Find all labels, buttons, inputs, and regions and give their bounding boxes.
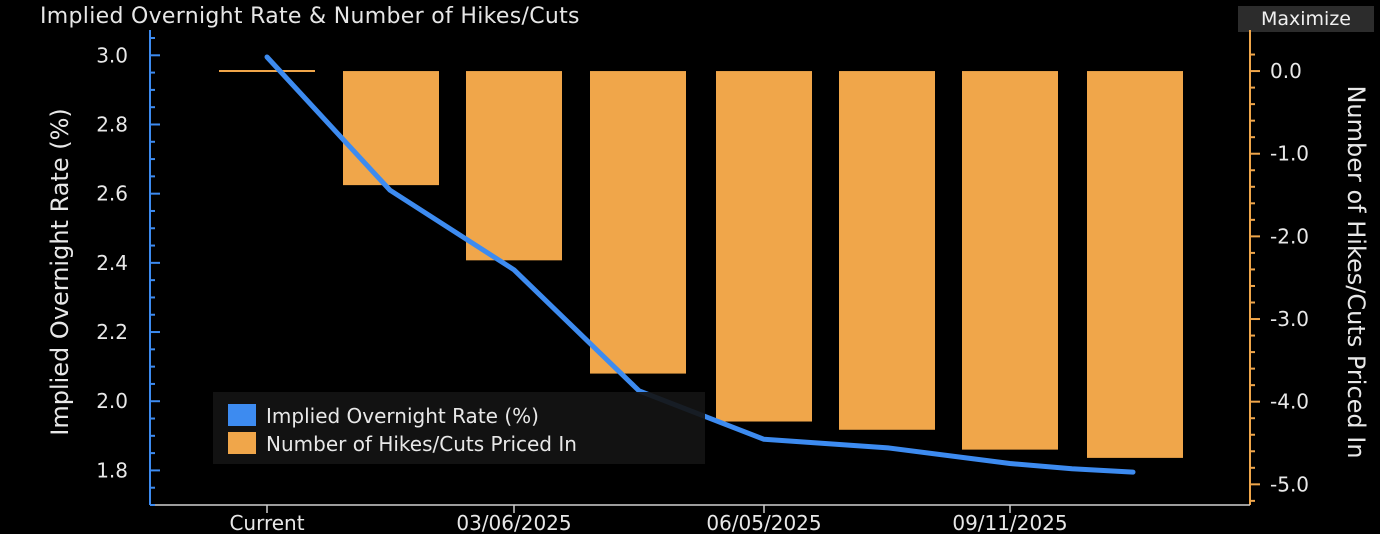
- bar: [716, 71, 812, 422]
- left-tick-label: 3.0: [96, 43, 128, 67]
- bar: [839, 71, 935, 430]
- left-axis-label: Implied Overnight Rate (%): [46, 108, 74, 436]
- legend-box: [213, 392, 705, 464]
- right-tick-label: -4.0: [1270, 390, 1309, 414]
- left-tick-label: 2.6: [96, 182, 128, 206]
- bar: [343, 71, 439, 186]
- left-tick-label: 1.8: [96, 458, 128, 482]
- x-tick-label: 09/11/2025: [952, 511, 1067, 534]
- bar: [962, 71, 1058, 450]
- left-tick-label: 2.4: [96, 251, 128, 275]
- bar: [466, 71, 562, 261]
- right-axis-label: Number of Hikes/Cuts Priced In: [1342, 85, 1370, 458]
- x-tick-label: 06/05/2025: [706, 511, 821, 534]
- legend-swatch-rate: [228, 404, 256, 426]
- left-tick-label: 2.0: [96, 389, 128, 413]
- right-tick-label: -5.0: [1270, 472, 1309, 496]
- chart-title: Implied Overnight Rate & Number of Hikes…: [40, 4, 580, 29]
- right-tick-label: 0.0: [1270, 59, 1302, 83]
- x-tick-label: Current: [229, 511, 304, 534]
- bar: [590, 71, 686, 374]
- legend-label-rate: Implied Overnight Rate (%): [266, 404, 539, 428]
- left-tick-label: 2.2: [96, 320, 128, 344]
- maximize-button[interactable]: Maximize: [1238, 6, 1374, 32]
- bar: [1087, 71, 1183, 458]
- rate-line: [264, 54, 1136, 475]
- x-tick-label: 03/06/2025: [456, 511, 571, 534]
- legend-swatch-bars: [228, 432, 256, 454]
- right-tick-label: -2.0: [1270, 224, 1309, 248]
- legend-label-bars: Number of Hikes/Cuts Priced In: [266, 432, 577, 456]
- left-tick-label: 2.8: [96, 112, 128, 136]
- right-tick-label: -3.0: [1270, 307, 1309, 331]
- right-tick-label: -1.0: [1270, 142, 1309, 166]
